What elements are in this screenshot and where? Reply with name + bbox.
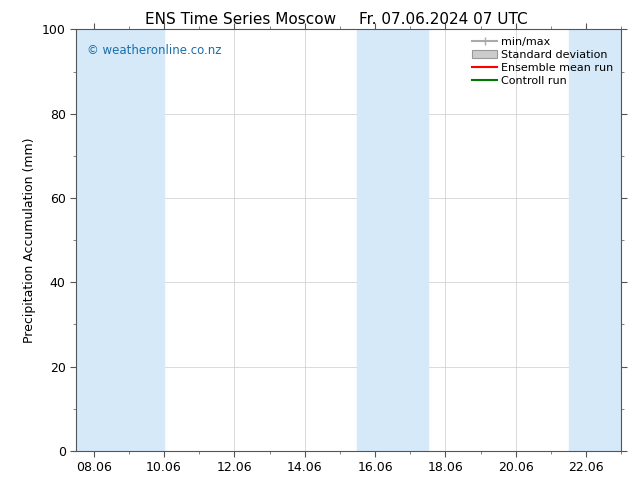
Bar bbox=[358, 29, 428, 451]
Text: © weatheronline.co.nz: © weatheronline.co.nz bbox=[87, 44, 221, 57]
Text: Fr. 07.06.2024 07 UTC: Fr. 07.06.2024 07 UTC bbox=[359, 12, 528, 27]
Bar bbox=[76, 29, 164, 451]
Legend: min/max, Standard deviation, Ensemble mean run, Controll run: min/max, Standard deviation, Ensemble me… bbox=[470, 35, 616, 88]
Y-axis label: Precipitation Accumulation (mm): Precipitation Accumulation (mm) bbox=[23, 137, 36, 343]
Text: ENS Time Series Moscow: ENS Time Series Moscow bbox=[145, 12, 337, 27]
Bar bbox=[569, 29, 621, 451]
